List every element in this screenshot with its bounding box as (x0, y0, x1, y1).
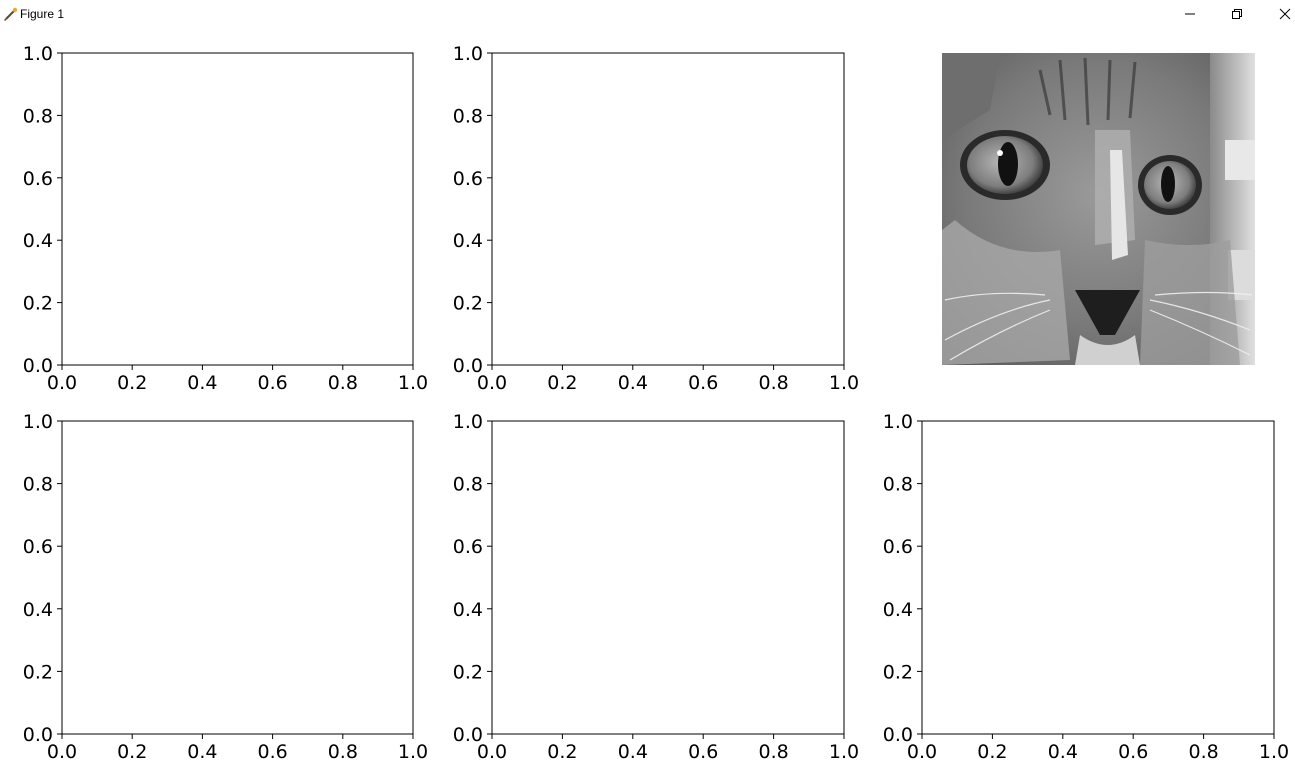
subplot-axes-6[interactable]: 0.0 0.2 0.4 0.6 0.8 1.0 0.0 0.2 0.4 0.6 0.8 1.0 (883, 411, 1289, 763)
x-tick-label: 0.4 (618, 372, 648, 394)
x-tick-label: 1.0 (829, 372, 859, 394)
y-tick-label: 0.2 (883, 661, 913, 683)
y-tick-label: 0.0 (453, 724, 483, 746)
x-tick-label: 0.2 (117, 741, 147, 763)
restore-icon (1232, 9, 1242, 19)
axes-frame (61, 52, 414, 366)
minimize-icon (1185, 13, 1195, 15)
y-tick-label: 0.4 (23, 230, 53, 252)
y-tick-label: 0.8 (453, 105, 483, 127)
restore-button[interactable] (1214, 0, 1260, 28)
x-tick-label: 1.0 (1259, 741, 1289, 763)
y-tick-label: 0.2 (23, 661, 53, 683)
y-tick-label: 0.2 (453, 661, 483, 683)
x-tick-label: 0.4 (1048, 741, 1078, 763)
x-tick-label: 0.2 (977, 741, 1007, 763)
minimize-button[interactable] (1167, 0, 1213, 28)
y-tick-label: 0.8 (883, 474, 913, 496)
subplot-axes-4[interactable]: 0.0 0.2 0.4 0.6 0.8 1.0 0.0 0.2 0.4 0.6 0.8 1.0 (23, 411, 428, 763)
y-tick-label: 0.6 (23, 536, 53, 558)
y-tick-label: 0.4 (23, 599, 53, 621)
y-tick-label: 0.8 (23, 105, 53, 127)
matplotlib-figure-icon (3, 7, 18, 22)
close-button[interactable] (1262, 0, 1295, 28)
y-tick-label: 0.0 (453, 355, 483, 377)
close-icon (1279, 8, 1291, 20)
axes-frame (921, 420, 1275, 735)
x-tick-label: 1.0 (829, 741, 859, 763)
y-tick-label: 0.6 (453, 168, 483, 190)
y-tick-label: 1.0 (23, 411, 53, 433)
x-tick-label: 0.6 (1118, 741, 1148, 763)
y-tick-label: 1.0 (883, 411, 913, 433)
x-tick-label: 0.6 (688, 741, 718, 763)
x-tick-label: 1.0 (398, 741, 428, 763)
y-tick-label: 0.8 (23, 474, 53, 496)
x-tick-label: 0.8 (328, 741, 358, 763)
subplot-axes-5[interactable]: 0.0 0.2 0.4 0.6 0.8 1.0 0.0 0.2 0.4 0.6 0.8 1.0 (453, 411, 859, 763)
axes-frame (61, 420, 414, 735)
y-tick-label: 0.0 (23, 355, 53, 377)
x-tick-label: 0.4 (187, 372, 217, 394)
y-tick-label: 0.6 (453, 536, 483, 558)
y-tick-label: 0.6 (23, 168, 53, 190)
y-tick-label: 0.4 (453, 599, 483, 621)
y-tick-label: 0.2 (453, 293, 483, 315)
x-tick-label: 1.0 (398, 372, 428, 394)
y-tick-label: 0.2 (23, 293, 53, 315)
y-tick-label: 1.0 (453, 411, 483, 433)
x-tick-label: 0.8 (1188, 741, 1218, 763)
x-tick-label: 0.0 (477, 372, 507, 394)
y-tick-label: 1.0 (23, 43, 53, 65)
x-tick-label: 0.0 (47, 372, 77, 394)
figure-canvas[interactable]: 0.0 0.2 0.4 0.6 0.8 1.00.00.20.40.60.81.00.0 0… (0, 28, 1295, 772)
y-tick-label: 0.4 (453, 230, 483, 252)
x-tick-label: 0.8 (758, 372, 788, 394)
x-tick-label: 0.8 (328, 372, 358, 394)
x-tick-label: 0.4 (187, 741, 217, 763)
axes-frame (491, 52, 845, 366)
x-tick-label: 0.0 (47, 741, 77, 763)
x-tick-label: 0.8 (758, 741, 788, 763)
y-tick-label: 0.0 (883, 724, 913, 746)
y-tick-label: 0.0 (23, 724, 53, 746)
x-tick-label: 0.0 (477, 741, 507, 763)
subplot-axes-2[interactable]: 0.0 0.2 0.4 0.6 0.8 1.0 0.0 0.2 0.4 0.6 0.8 1.0 (453, 43, 859, 394)
title-bar[interactable]: Figure 1 (0, 0, 1295, 28)
y-tick-label: 0.4 (883, 599, 913, 621)
x-tick-label: 0.6 (688, 372, 718, 394)
y-tick-label: 0.8 (453, 474, 483, 496)
x-tick-label: 0.6 (257, 741, 287, 763)
axes-frame (491, 420, 845, 735)
window-title: Figure 1 (20, 7, 65, 21)
x-tick-label: 0.2 (547, 741, 577, 763)
x-tick-label: 0.4 (618, 741, 648, 763)
x-tick-label: 0.2 (117, 372, 147, 394)
x-tick-label: 0.6 (257, 372, 287, 394)
subplot-axes-1[interactable]: 0.0 0.2 0.4 0.6 0.8 1.0 0.0 0.2 0.4 0.6 0.8 1.0 (23, 43, 428, 394)
cat-image (942, 53, 1255, 365)
x-tick-label: 0.0 (907, 741, 937, 763)
x-tick-label: 0.2 (547, 372, 577, 394)
y-tick-label: 1.0 (453, 43, 483, 65)
y-tick-label: 0.6 (883, 536, 913, 558)
